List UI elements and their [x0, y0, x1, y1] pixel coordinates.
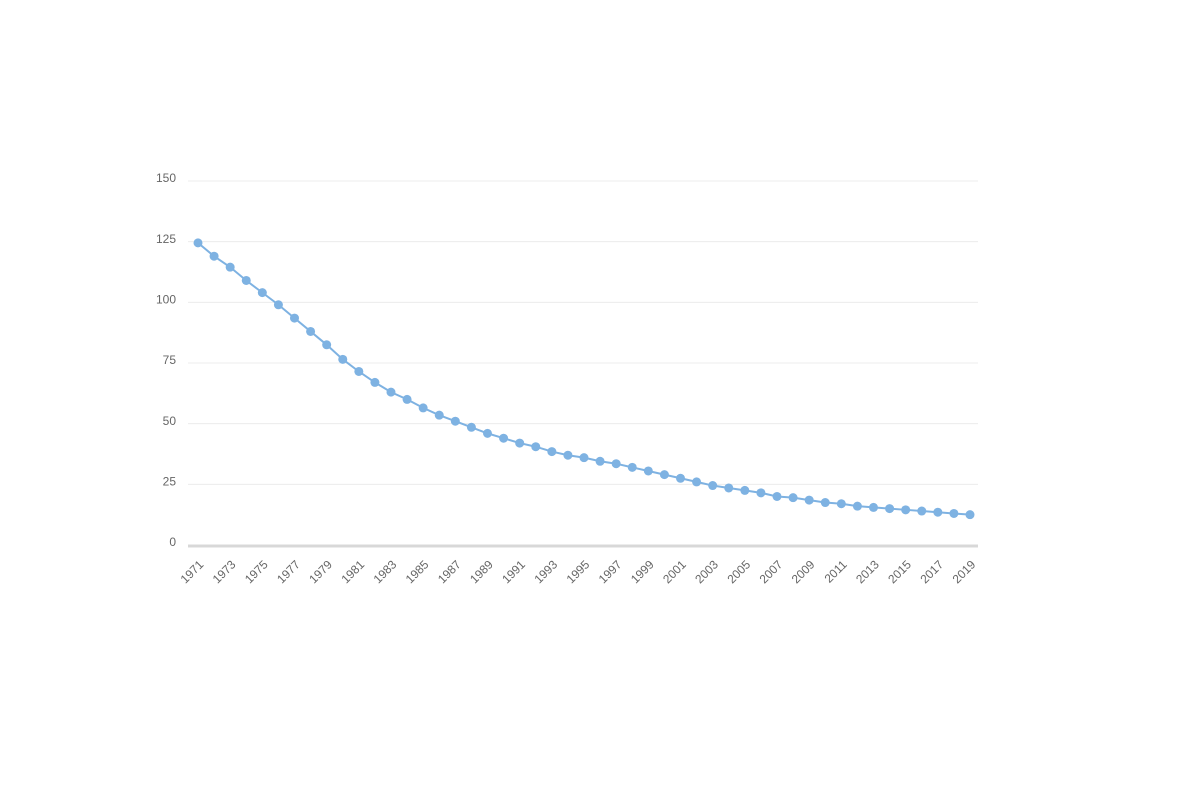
- point: [659, 470, 669, 480]
- point: [933, 507, 943, 517]
- x-tick-label: 1973: [210, 557, 239, 586]
- point: [354, 366, 364, 376]
- x-tick-label: 1977: [274, 557, 303, 586]
- point: [290, 313, 299, 323]
- point: [338, 354, 348, 364]
- x-tick-label: 1979: [306, 557, 335, 586]
- point: [901, 505, 911, 515]
- x-tick-label: 2005: [724, 557, 753, 586]
- x-tick-label: 1991: [499, 557, 528, 586]
- x-tick-label: 1997: [596, 557, 625, 586]
- point: [643, 466, 653, 476]
- point: [499, 433, 509, 443]
- point: [676, 473, 685, 483]
- x-tick-label: 2015: [885, 557, 914, 586]
- point: [531, 442, 541, 452]
- point: [241, 275, 251, 285]
- y-tick-label: 50: [163, 414, 177, 428]
- x-tick-label: 2007: [757, 557, 786, 586]
- point: [209, 251, 219, 261]
- point: [483, 428, 492, 438]
- point: [852, 501, 862, 511]
- x-tick-label: 1999: [628, 557, 657, 586]
- point: [434, 410, 444, 420]
- x-tick-label: 2019: [950, 557, 979, 586]
- x-tick-label: 1995: [564, 557, 593, 586]
- point: [450, 416, 460, 426]
- point: [193, 238, 203, 248]
- x-tick-label: 1981: [338, 557, 367, 586]
- point: [885, 504, 895, 514]
- x-tick-label: 1985: [403, 557, 432, 586]
- x-tick-label: 2013: [853, 557, 882, 586]
- point: [836, 499, 846, 509]
- point: [869, 502, 878, 512]
- y-tick-label: 150: [156, 171, 176, 185]
- point: [965, 510, 975, 520]
- x-tick-label: 1993: [531, 557, 560, 586]
- point: [917, 506, 927, 516]
- point: [225, 262, 235, 272]
- point: [402, 394, 412, 404]
- y-tick-label: 25: [163, 475, 177, 489]
- point: [466, 422, 476, 432]
- point: [273, 300, 283, 310]
- point: [627, 462, 637, 472]
- x-tick-label: 1983: [371, 557, 400, 586]
- x-tick-label: 1971: [178, 557, 207, 586]
- x-tick-label: 2001: [660, 557, 689, 586]
- point: [611, 459, 621, 469]
- point: [692, 477, 702, 487]
- point: [418, 403, 428, 413]
- point: [579, 453, 589, 463]
- point: [949, 508, 959, 518]
- point: [547, 447, 557, 457]
- x-tick-label: 1975: [242, 557, 271, 586]
- point: [322, 340, 332, 350]
- y-tick-label: 100: [156, 293, 176, 307]
- point: [595, 456, 605, 466]
- line: [197, 242, 971, 516]
- point: [772, 491, 782, 501]
- x-tick-label: 2003: [692, 557, 721, 586]
- point: [820, 498, 830, 508]
- x-tick-label: 2017: [917, 557, 946, 586]
- point: [756, 488, 766, 498]
- point: [515, 438, 525, 448]
- point: [306, 326, 316, 336]
- x-tick-label: 2009: [789, 557, 818, 586]
- point: [740, 485, 750, 495]
- point: [788, 493, 798, 503]
- x-tick-label: 2011: [822, 557, 850, 585]
- x-tick-label: 1989: [467, 557, 496, 586]
- y-tick-label: 125: [156, 232, 176, 246]
- point: [563, 450, 573, 460]
- y-tick-label: 75: [163, 353, 177, 367]
- point: [257, 288, 267, 298]
- x-tick-label: 1987: [435, 557, 464, 586]
- point: [370, 377, 380, 387]
- y-tick-label: 0: [169, 535, 176, 549]
- point: [386, 387, 396, 397]
- point: [804, 495, 814, 505]
- point: [708, 481, 718, 491]
- point: [724, 483, 734, 493]
